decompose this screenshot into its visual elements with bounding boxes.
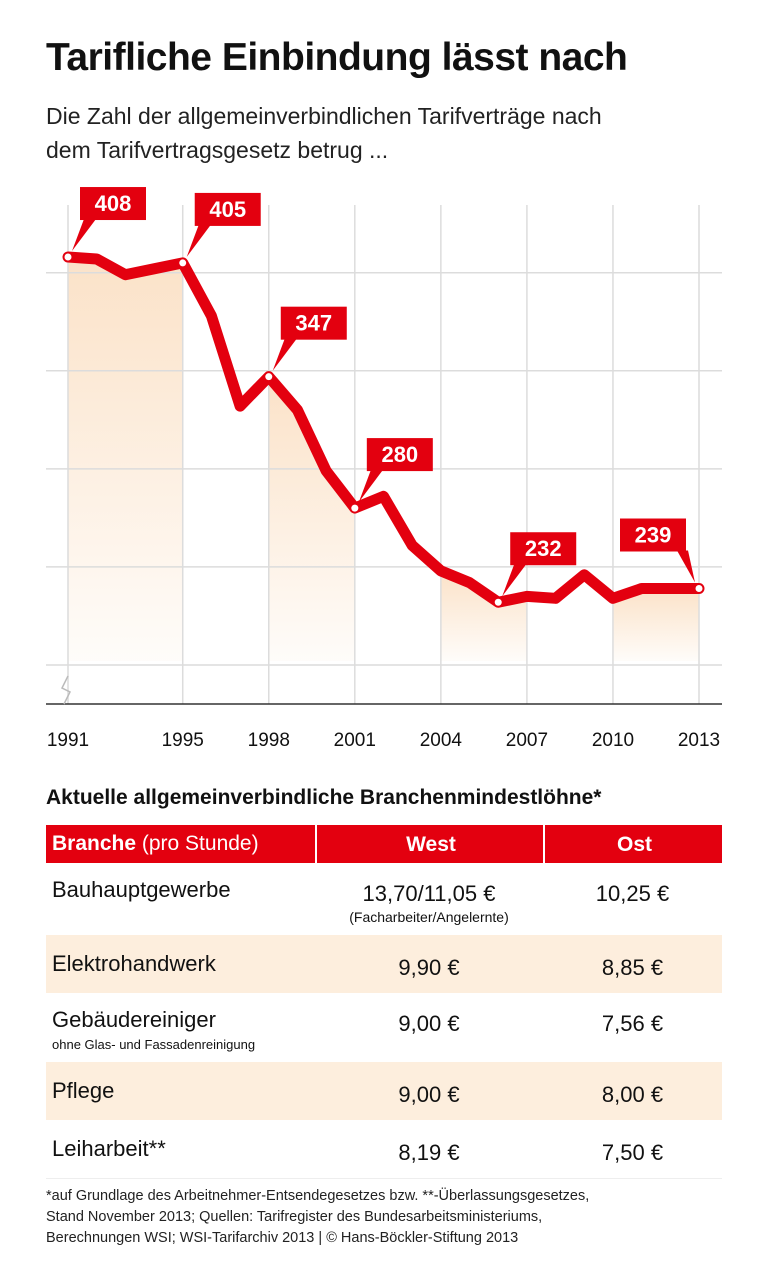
subtitle: dem Tarifvertragsgesetz betrug ... <box>46 137 389 163</box>
callout-box <box>280 306 347 340</box>
subtitle: Die Zahl der allgemeinverbindlichen Tari… <box>46 103 602 129</box>
ost-value: 7,56 € <box>601 1011 664 1036</box>
x-tick-label: 2013 <box>678 730 720 751</box>
callout-box <box>510 532 577 566</box>
data-label: 405 <box>209 197 246 222</box>
callout-pointer <box>502 564 527 597</box>
table-row: Elektrohandwerk 9,90 € 8,85 € <box>46 935 722 994</box>
callout-pointer <box>677 550 695 583</box>
header-cell: Ost <box>543 825 724 863</box>
data-label: 232 <box>525 536 562 561</box>
point <box>695 585 703 593</box>
band-shade <box>68 257 183 661</box>
band-shade <box>268 376 355 661</box>
data-label: 239 <box>635 523 672 548</box>
table-row: Gebäudereiniger ohne Glas- und Fassadenre… <box>46 993 722 1063</box>
band-shade <box>612 588 699 661</box>
row-name: Gebäudereiniger <box>52 1007 216 1032</box>
footnote-line: Stand November 2013; Quellen: Tarifregis… <box>46 1209 543 1225</box>
ost-value: 10,25 € <box>595 881 670 906</box>
x-tick-label: 2007 <box>506 730 548 751</box>
callout-pointer <box>358 470 383 503</box>
table-row: Leiharbeit** 8,19 € 7,50 € <box>46 1120 722 1179</box>
point <box>64 253 72 261</box>
callout-pointer <box>72 219 96 252</box>
callout-box <box>620 518 686 552</box>
data-label: 347 <box>295 311 332 336</box>
chart: 1991 1995 1998 2001 2004 2007 2010 2013 408 405 34… <box>46 187 722 751</box>
x-tick-label: 2010 <box>592 730 634 751</box>
row-name: Pflege <box>52 1078 115 1103</box>
footnote-line: Berechnungen WSI; WSI-Tarifarchiv 2013 |… <box>46 1230 519 1246</box>
x-tick-label: 1991 <box>47 730 89 751</box>
header-cell: West <box>315 825 545 863</box>
callout-box <box>366 438 433 472</box>
west-value: 9,90 € <box>398 955 460 980</box>
west-value: 9,00 € <box>398 1011 460 1036</box>
row-note: ohne Glas- und Fassadenreinigung <box>52 1037 256 1052</box>
header-cell: Branche (pro Stunde) <box>52 832 259 856</box>
table-row: Bauhauptgewerbe 13,70/11,05 € (Facharbeite… <box>46 863 722 936</box>
header-text: Branche <box>52 832 137 855</box>
footnote: *auf Grundlage des Arbeitnehmer-Entsende… <box>46 1186 589 1249</box>
point <box>179 259 187 267</box>
callout-box <box>80 187 146 221</box>
title: Tarifliche Einbindung lässt nach <box>46 36 628 79</box>
callout-pointer <box>186 224 211 257</box>
table-title: Aktuelle allgemeinverbindliche Branchenm… <box>46 786 602 809</box>
band-shade <box>440 570 527 661</box>
west-value: 8,19 € <box>398 1140 460 1165</box>
row-name: Leiharbeit** <box>52 1136 166 1161</box>
line <box>62 251 705 608</box>
table-row: Pflege 9,00 € 8,00 € <box>46 1062 722 1121</box>
callout-box <box>194 192 261 226</box>
x-tick-label: 2004 <box>420 730 463 751</box>
x-tick-label: 2001 <box>334 730 376 751</box>
point <box>265 373 273 381</box>
callout-pointer <box>272 338 297 371</box>
data-label: 280 <box>381 442 418 467</box>
data-label: 408 <box>95 191 132 216</box>
west-value: 13,70/11,05 € <box>362 881 496 906</box>
west-note: (Facharbeiter/Angelernte) <box>349 909 509 925</box>
row-name: Bauhauptgewerbe <box>52 877 231 902</box>
west-value: 9,00 € <box>398 1082 460 1107</box>
x-tick-label: 1998 <box>248 730 290 751</box>
point <box>351 504 359 512</box>
table-header: Branche (pro Stunde) West Ost <box>46 825 722 863</box>
point <box>494 598 502 606</box>
header-text: (pro Stunde) <box>141 832 259 855</box>
ost-value: 8,85 € <box>601 955 664 980</box>
axis-break <box>60 675 72 705</box>
row-name: Elektrohandwerk <box>52 951 216 976</box>
footnote-line: *auf Grundlage des Arbeitnehmer-Entsende… <box>46 1188 590 1204</box>
ost-value: 7,50 € <box>601 1140 664 1165</box>
ost-value: 8,00 € <box>601 1082 664 1107</box>
x-tick-label: 1995 <box>162 730 204 751</box>
